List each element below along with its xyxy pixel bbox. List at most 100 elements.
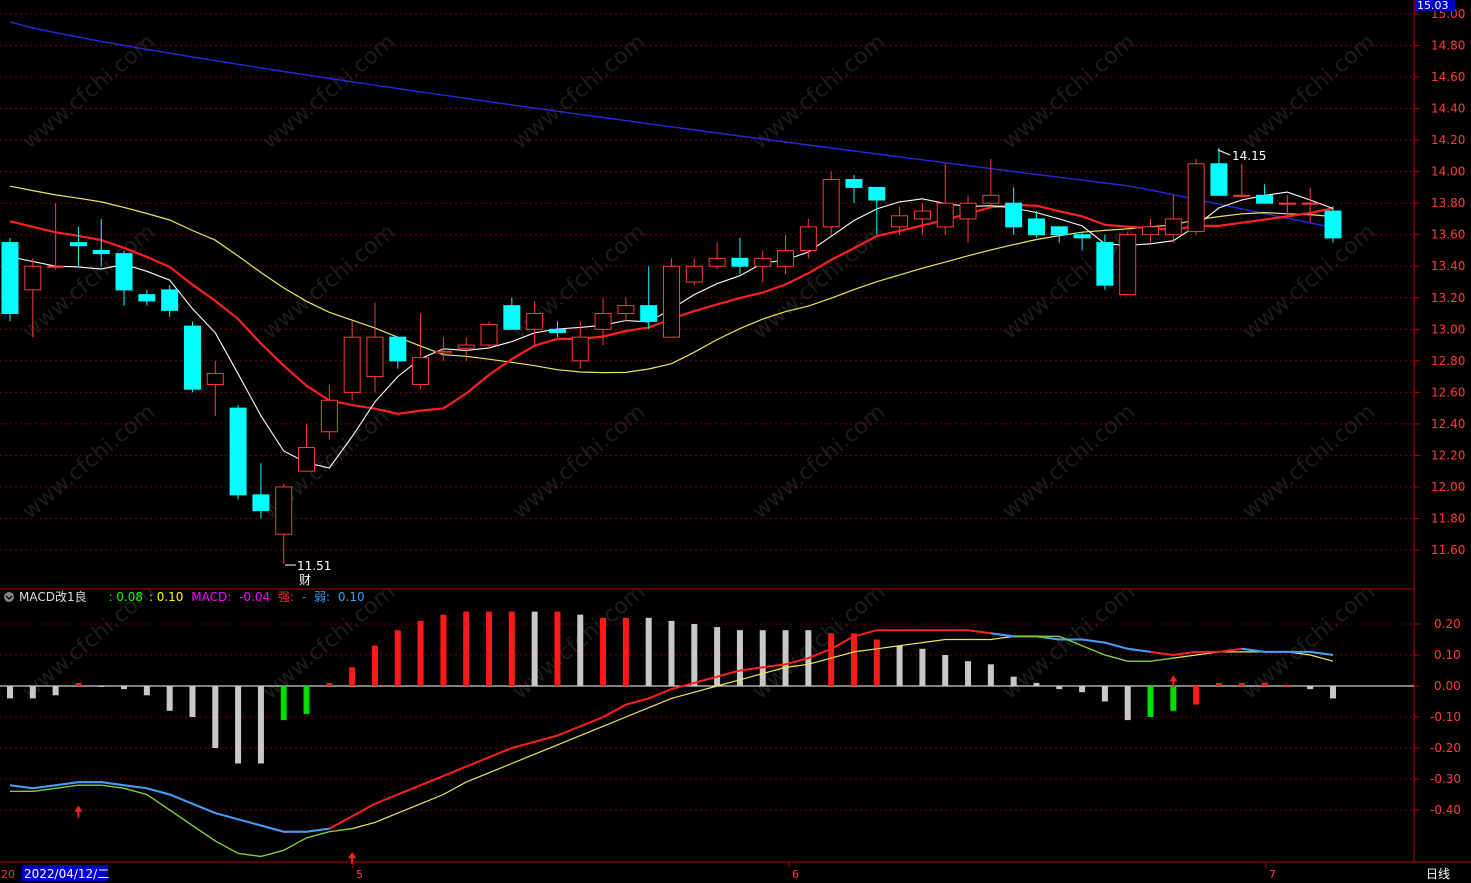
price-grid <box>0 13 1414 811</box>
candle-body <box>115 253 133 291</box>
watermark-text: www.cfchi.com <box>998 219 1140 344</box>
candle-body <box>754 257 772 267</box>
time-axis-start: 20 <box>1 868 15 881</box>
macd-bar <box>828 633 835 686</box>
macd-bar <box>691 624 698 686</box>
macd-tick-label: 0.10 <box>1434 648 1461 662</box>
strong-value: - <box>302 590 306 604</box>
watermark-text: www.cfchi.com <box>748 399 890 524</box>
price-tick-label: 11.60 <box>1431 543 1465 557</box>
candle-body <box>343 336 361 393</box>
candle-body <box>891 215 909 228</box>
macd-bar <box>349 667 356 686</box>
svg-text:MACD改1良 : 0.08 : 0.10: MACD改1良 : 0.08 : 0.10 MACD: -0.04 强: - 弱… <box>19 589 365 604</box>
macd-bar <box>1261 682 1268 686</box>
macd-tick-label: -0.30 <box>1430 772 1461 786</box>
price-tick-label: 14.40 <box>1431 102 1465 116</box>
macd-bar <box>7 686 13 699</box>
macd-bar <box>965 661 972 686</box>
macd-bar <box>52 686 59 696</box>
price-tick-label: 12.40 <box>1431 417 1465 431</box>
candle-body <box>594 313 612 330</box>
indicator-name[interactable]: MACD改1良 <box>19 589 87 604</box>
price-axis: 15.0014.8014.6014.4014.2014.0013.8013.60… <box>1414 7 1465 557</box>
macd-histogram <box>7 611 1336 764</box>
macd-bar <box>577 614 584 686</box>
candle-body <box>69 242 87 247</box>
candle-body <box>617 305 635 315</box>
candle-body <box>206 372 224 385</box>
macd-bar <box>736 630 743 686</box>
macd-bar <box>1284 686 1291 687</box>
candle-body <box>1301 202 1319 205</box>
macd-bar <box>850 633 857 686</box>
buy-signal-arrows <box>74 675 1178 865</box>
period-label[interactable]: 日线 <box>1426 867 1450 881</box>
watermark-text: www.cfchi.com <box>1238 219 1380 344</box>
macd-axis: 0.20 0.10 0.00 -0.10 -0.20 -0.30 -0.40 <box>1414 617 1461 817</box>
candle-body <box>1233 194 1251 197</box>
candle-body <box>936 202 954 228</box>
candle-body <box>1073 234 1091 239</box>
macd-bar <box>508 611 515 686</box>
candle-body <box>822 179 840 228</box>
candle-body <box>229 407 247 496</box>
macd-bar <box>394 630 401 686</box>
macd-bar <box>1101 686 1108 702</box>
macd-bar <box>919 648 926 686</box>
candle-body <box>275 486 293 535</box>
candle-body <box>1210 163 1228 196</box>
last-price-tag: 15.03 <box>1417 0 1449 12</box>
macd-bar <box>600 617 607 686</box>
month-label: 6 <box>792 868 799 881</box>
macd-bar <box>1170 686 1177 711</box>
month-ticks: 5 6 7 <box>352 862 1276 881</box>
dif-value: : 0.08 <box>108 590 143 604</box>
candle-body <box>47 265 65 268</box>
candle-body <box>252 494 270 512</box>
candle-body <box>1005 202 1023 228</box>
macd-bar <box>303 686 310 714</box>
watermark-text: www.cfchi.com <box>258 219 400 344</box>
finance-marker: 财 <box>299 573 311 587</box>
dif-cool-segments <box>9 781 330 833</box>
candle-body <box>24 265 42 291</box>
watermark-text: www.cfchi.com <box>508 29 650 154</box>
macd-bar <box>1033 682 1040 686</box>
macd-bar <box>463 611 470 686</box>
price-tick-label: 13.80 <box>1431 196 1465 210</box>
candle-body <box>1050 226 1068 236</box>
macd-bar <box>668 620 675 686</box>
price-tick-label: 13.40 <box>1431 259 1465 273</box>
macd-bar <box>257 686 264 764</box>
macd-bar <box>189 686 196 717</box>
candle-body <box>1324 210 1342 239</box>
candle-body <box>412 357 430 385</box>
candle-body <box>183 325 201 390</box>
macd-tick-label: -0.40 <box>1430 803 1461 817</box>
candle-body <box>708 257 726 267</box>
high-annotation-arrow <box>1217 149 1231 156</box>
candle-body <box>1 242 19 315</box>
macd-tick-label: -0.20 <box>1430 741 1461 755</box>
macd-bar <box>371 645 378 686</box>
price-tick-label: 14.00 <box>1431 165 1465 179</box>
ma20-line <box>9 185 1334 374</box>
macd-bar <box>121 686 128 690</box>
macd-tick-label: -0.10 <box>1430 710 1461 724</box>
indicator-menu-icon[interactable] <box>4 592 14 602</box>
macd-bar <box>75 682 82 686</box>
macd-tick-label: 0.00 <box>1434 679 1461 693</box>
watermark-text: www.cfchi.com <box>998 29 1140 154</box>
macd-bar <box>622 617 629 686</box>
candle-body <box>1119 234 1137 296</box>
weak-label: 弱: <box>314 590 330 604</box>
candle-body <box>1187 163 1205 233</box>
cursor-date-bg <box>22 865 108 881</box>
candle-body <box>389 336 407 362</box>
watermark-text: www.cfchi.com <box>18 399 160 524</box>
watermark-text: www.cfchi.com <box>508 399 650 524</box>
candle-body <box>480 324 498 346</box>
month-label: 5 <box>356 868 363 881</box>
